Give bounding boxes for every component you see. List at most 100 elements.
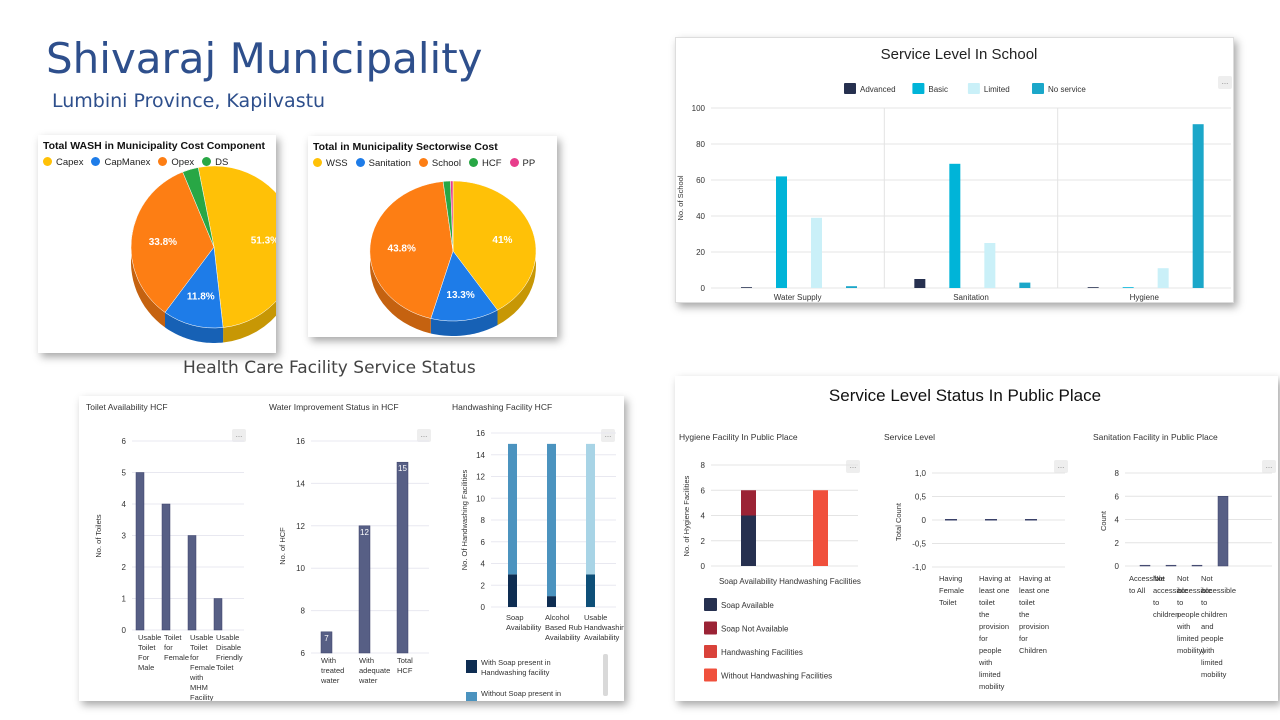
- legend-marker: [202, 157, 212, 166]
- pie-chart-sectorwise: Total in Municipality Sectorwise Cost WS…: [308, 136, 557, 337]
- x-tick-label: Usable Disable Friendly Toilet: [216, 633, 243, 672]
- pie-slice-side: [430, 310, 498, 336]
- chart-menu-button[interactable]: [1054, 460, 1068, 473]
- chart-title: Water Improvement Status in HCF: [269, 402, 399, 412]
- bar: [320, 631, 333, 654]
- y-tick-label: -1,0: [912, 563, 926, 572]
- legend-marker: [466, 692, 477, 701]
- y-tick-label: 1: [122, 595, 127, 604]
- bar: [1157, 268, 1169, 288]
- legend-item[interactable]: School: [418, 158, 461, 169]
- bar: [1139, 564, 1151, 567]
- legend-label: Soap Not Available: [721, 625, 789, 634]
- y-tick-label: 14: [296, 479, 305, 488]
- legend-marker: [468, 158, 478, 167]
- y-tick-label: 6: [701, 486, 706, 495]
- y-tick-label: 12: [476, 473, 485, 482]
- chart-menu-button[interactable]: [232, 429, 246, 442]
- legend-marker: [158, 157, 168, 166]
- x-tick-label: Handwashing Facilities: [779, 577, 861, 586]
- y-tick-label: 2: [481, 581, 486, 590]
- legend-item[interactable]: WSS: [313, 158, 348, 169]
- legend-item[interactable]: Opex: [158, 157, 194, 168]
- y-tick-label: 8: [481, 516, 486, 525]
- legend-label: Sanitation: [368, 158, 411, 169]
- legend-item[interactable]: Sanitation: [355, 158, 411, 169]
- y-axis-label: No. of Hygiene Facilities: [682, 475, 691, 556]
- bar: [1165, 564, 1177, 567]
- school-chart-svg: Service Level In School Advanced Basic Limi…: [676, 46, 1232, 302]
- bar: [396, 461, 409, 654]
- chart-menu-button[interactable]: [846, 460, 860, 473]
- legend-label: Without Soap present in: [481, 689, 561, 698]
- pie-slice: [369, 181, 454, 319]
- legend-marker: [91, 157, 101, 166]
- chart-menu-button[interactable]: [601, 429, 615, 442]
- pie-data-label: 43.8%: [388, 244, 416, 255]
- y-tick-label: 8: [1115, 469, 1120, 478]
- legend-label: WSS: [326, 158, 348, 169]
- legend-label: Opex: [171, 157, 195, 168]
- x-tick-label: Soap Availability: [719, 577, 777, 586]
- page-subtitle: Lumbini Province, Kapilvastu: [52, 90, 326, 112]
- bar-segment: [547, 596, 556, 607]
- bar: [213, 598, 223, 631]
- legend-item[interactable]: CapManex: [91, 157, 150, 168]
- chart-title: Service Level In School: [881, 46, 1038, 63]
- y-tick-label: 5: [122, 469, 127, 478]
- pie-slice-side: [165, 312, 224, 343]
- menu-icon: ...: [1222, 77, 1229, 86]
- y-tick-label: -0,5: [912, 540, 926, 549]
- legend-marker: [418, 158, 428, 167]
- bar: [1025, 519, 1037, 521]
- legend-label: DS: [215, 157, 229, 168]
- x-tick-label: Not accessible to children: [1153, 574, 1188, 619]
- chart-menu-button[interactable]: [1218, 76, 1232, 89]
- chart-menu-button[interactable]: [1262, 460, 1276, 473]
- legend-item[interactable]: HCF: [468, 158, 502, 169]
- chart-menu-button[interactable]: [417, 429, 431, 442]
- legend-label: Limited: [984, 85, 1010, 94]
- legend-marker: [509, 158, 519, 167]
- legend-label: Capex: [56, 157, 84, 168]
- legend-scrollbar[interactable]: [603, 654, 608, 696]
- legend-item[interactable]: Capex: [43, 157, 83, 168]
- legend-marker: [844, 83, 856, 94]
- pie-slice: [164, 246, 224, 329]
- x-tick-label: Soap Availability: [506, 613, 542, 632]
- x-tick-label: Usable Toilet for Female with MHM Facility: [189, 633, 215, 701]
- y-tick-label: 2: [1115, 539, 1120, 548]
- pie-data-label: 51.3%: [251, 235, 276, 246]
- legend-label: School: [431, 158, 461, 169]
- pie-chart-svg: 41% 13.3% 43.8%: [369, 180, 537, 336]
- y-tick-label: 0: [922, 516, 927, 525]
- legend-item[interactable]: DS: [202, 157, 228, 168]
- legend-marker: [704, 668, 717, 682]
- y-tick-label: 16: [296, 437, 305, 446]
- bar-segment: [586, 443, 595, 575]
- legend-label: CapManex: [104, 157, 151, 168]
- legend-label: No service: [1048, 85, 1086, 94]
- bar: [846, 286, 857, 288]
- chart-legend: WSS Sanitation School HCF PP: [313, 158, 543, 169]
- x-tick-label: Water Supply: [774, 293, 822, 302]
- pie-data-label: 33.8%: [149, 237, 177, 248]
- y-tick-label: 0,5: [915, 493, 927, 502]
- y-tick-label: 80: [696, 140, 705, 149]
- y-tick-label: 60: [696, 176, 705, 185]
- pie-chart-svg: 51.3% 11.8% 33.8%: [130, 165, 276, 343]
- x-tick-label: Toilet for Female: [164, 633, 189, 662]
- y-tick-label: 2: [701, 537, 706, 546]
- legend-marker: [1032, 83, 1044, 94]
- legend-label: HCF: [481, 158, 502, 169]
- x-tick-label: With adequate water: [358, 656, 390, 685]
- bar: [135, 472, 145, 631]
- y-axis-label: Count: [1099, 510, 1108, 531]
- bar: [984, 243, 996, 288]
- menu-icon: ...: [1266, 461, 1273, 470]
- legend-label: PP: [522, 158, 536, 169]
- legend-marker: [355, 158, 365, 167]
- bar: [811, 217, 822, 288]
- legend-item[interactable]: PP: [509, 158, 536, 169]
- bar-segment: [586, 574, 595, 607]
